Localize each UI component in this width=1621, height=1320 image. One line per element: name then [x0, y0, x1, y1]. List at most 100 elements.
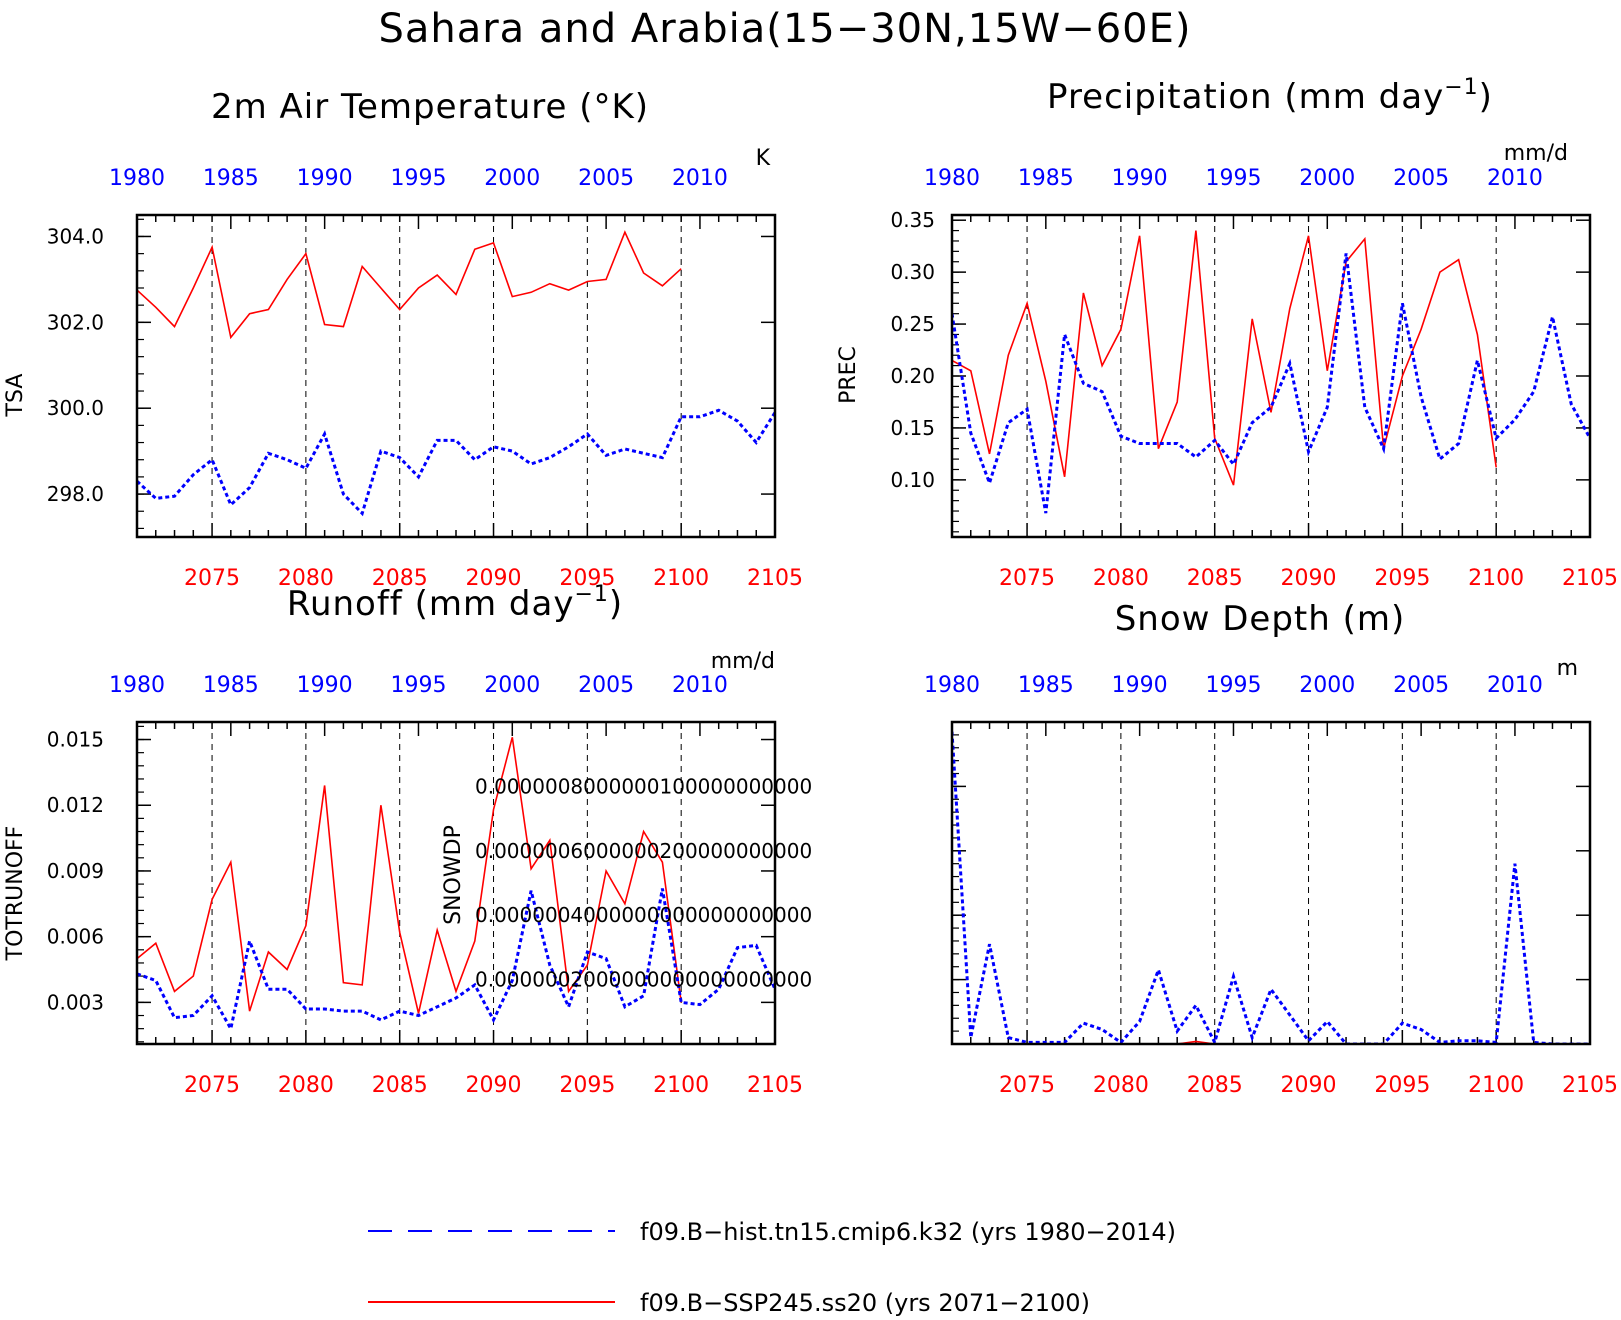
panels: 2m Air Temperature (°K) K 2075 2080 2085 2090…: [3, 75, 1618, 1098]
x-tick-label-bottom: 2080: [278, 1073, 334, 1098]
x-tick-label-top: 1995: [1205, 673, 1261, 698]
y-axis-label: TOTRUNOFF: [3, 826, 28, 962]
x-tick-label-bottom: 2090: [466, 566, 522, 591]
y-tick-label: 302.0: [47, 310, 104, 334]
y-tick-label: 0.10: [890, 468, 935, 492]
x-tick-label-bottom: 2090: [1281, 1073, 1337, 1098]
x-tick-label-top: 1990: [297, 166, 353, 191]
x-tick-label-bottom: 2080: [1093, 566, 1149, 591]
x-tick-label-bottom: 2085: [1187, 566, 1243, 591]
x-tick-label-bottom: 2085: [372, 1073, 428, 1098]
panel-title: Precipitation (mm day−1): [1047, 75, 1493, 117]
series-line-ssp: [137, 230, 682, 340]
y-tick-label: 0.0000002000000000000000000: [475, 968, 812, 992]
legend: f09.B−hist.tn15.cmip6.k32 (yrs 1980−2014…: [368, 1218, 1176, 1317]
y-tick-label: 0.30: [890, 260, 935, 284]
x-tick-label-top: 2010: [672, 673, 728, 698]
y-axis-label: PREC: [836, 346, 861, 404]
x-tick-label-bottom: 2080: [278, 566, 334, 591]
x-tick-label-top: 2005: [578, 673, 634, 698]
figure-title: Sahara and Arabia(15−30N,15W−60E): [378, 6, 1191, 52]
x-tick-label-top: 1985: [1018, 673, 1074, 698]
x-tick-label-top: 1985: [1018, 166, 1074, 191]
x-tick-label-top: 2005: [1393, 166, 1449, 191]
series-line-ssp: [952, 230, 1497, 486]
panel-2: Precipitation (mm day−1) mm/d 2075 2080 2085…: [836, 75, 1618, 591]
x-tick-label-bottom: 2085: [1187, 1073, 1243, 1098]
legend-label-hist: f09.B−hist.tn15.cmip6.k32 (yrs 1980−2014…: [640, 1218, 1176, 1246]
y-tick-label: 304.0: [47, 224, 104, 248]
series-line-ssp: [137, 737, 682, 1014]
x-tick-label-top: 1990: [297, 673, 353, 698]
panel-1: 2m Air Temperature (°K) K 2075 2080 2085 2090…: [3, 87, 803, 591]
y-tick-label: 0.015: [47, 728, 104, 752]
x-tick-label-bottom: 2100: [653, 1073, 709, 1098]
y-tick-label: 0.0000004000000000000000000: [475, 903, 812, 927]
x-tick-label-bottom: 2105: [747, 1073, 803, 1098]
x-tick-label-bottom: 2075: [999, 1073, 1055, 1098]
x-tick-label-top: 2000: [1299, 673, 1355, 698]
x-tick-label-top: 2005: [578, 166, 634, 191]
panel-title: 2m Air Temperature (°K): [211, 87, 649, 127]
x-tick-label-top: 1995: [390, 166, 446, 191]
x-tick-label-bottom: 2095: [559, 1073, 615, 1098]
panel-unit: mm/d: [711, 649, 775, 674]
y-tick-label: 0.20: [890, 364, 935, 388]
x-tick-label-top: 1980: [109, 166, 165, 191]
panel-unit: K: [756, 146, 771, 171]
x-tick-label-top: 2000: [484, 166, 540, 191]
y-tick-label: 0.006: [47, 925, 104, 949]
series-line-hist: [137, 888, 775, 1033]
y-tick-label: 300.0: [47, 396, 104, 420]
x-tick-label-bottom: 2080: [1093, 1073, 1149, 1098]
y-tick-label: 0.25: [890, 312, 935, 336]
x-tick-label-bottom: 2075: [999, 566, 1055, 591]
plot-frame: [135, 213, 777, 539]
x-tick-label-bottom: 2105: [1562, 1073, 1618, 1098]
panel-3: Runoff (mm day−1) mm/d 2075 2080 2085 2090 209…: [3, 582, 803, 1098]
x-tick-label-top: 1985: [203, 166, 259, 191]
y-tick-label: 0.012: [47, 793, 104, 817]
y-tick-label: 0.003: [47, 990, 104, 1014]
x-tick-label-top: 2000: [1299, 166, 1355, 191]
x-tick-label-bottom: 2090: [1281, 566, 1337, 591]
x-tick-label-top: 2000: [484, 673, 540, 698]
x-tick-label-top: 2010: [1487, 673, 1543, 698]
series-line-hist: [952, 253, 1590, 514]
x-tick-label-top: 2010: [1487, 166, 1543, 191]
x-tick-label-top: 1980: [109, 673, 165, 698]
y-tick-label: 0.0000006000000200000000000: [475, 839, 812, 863]
x-tick-label-top: 1980: [924, 166, 980, 191]
x-tick-label-top: 2010: [672, 166, 728, 191]
panel-4: Snow Depth (m) m 2075 2080 2085 2090 2095 2100 2…: [441, 599, 1618, 1098]
x-tick-label-top: 1985: [203, 673, 259, 698]
x-tick-label-top: 1995: [390, 673, 446, 698]
y-tick-label: 0.0000008000000100000000000: [475, 774, 812, 798]
x-tick-label-top: 2005: [1393, 673, 1449, 698]
x-tick-label-bottom: 2105: [747, 566, 803, 591]
series-line-hist: [137, 408, 775, 517]
x-tick-label-bottom: 2100: [653, 566, 709, 591]
x-tick-label-bottom: 2095: [1374, 1073, 1430, 1098]
y-tick-label: 0.15: [890, 416, 935, 440]
y-tick-label: 298.0: [47, 482, 104, 506]
y-tick-label: 0.009: [47, 859, 104, 883]
y-axis-label: SNOWDP: [441, 825, 466, 925]
x-tick-label-bottom: 2105: [1562, 566, 1618, 591]
panel-title: Runoff (mm day−1): [287, 582, 623, 624]
x-tick-label-bottom: 2095: [559, 566, 615, 591]
panel-unit: mm/d: [1504, 141, 1568, 166]
plot-frame: [950, 213, 1592, 539]
panel-unit: m: [1557, 656, 1578, 681]
series-line-hist: [952, 731, 1590, 1044]
x-tick-label-bottom: 2100: [1468, 1073, 1524, 1098]
x-tick-label-top: 1995: [1205, 166, 1261, 191]
panel-title: Snow Depth (m): [1115, 599, 1406, 639]
plot-frame: [135, 720, 777, 1046]
plot-frame: [950, 720, 1592, 1046]
x-tick-label-bottom: 2075: [184, 1073, 240, 1098]
x-tick-label-bottom: 2095: [1374, 566, 1430, 591]
x-tick-label-top: 1990: [1112, 166, 1168, 191]
